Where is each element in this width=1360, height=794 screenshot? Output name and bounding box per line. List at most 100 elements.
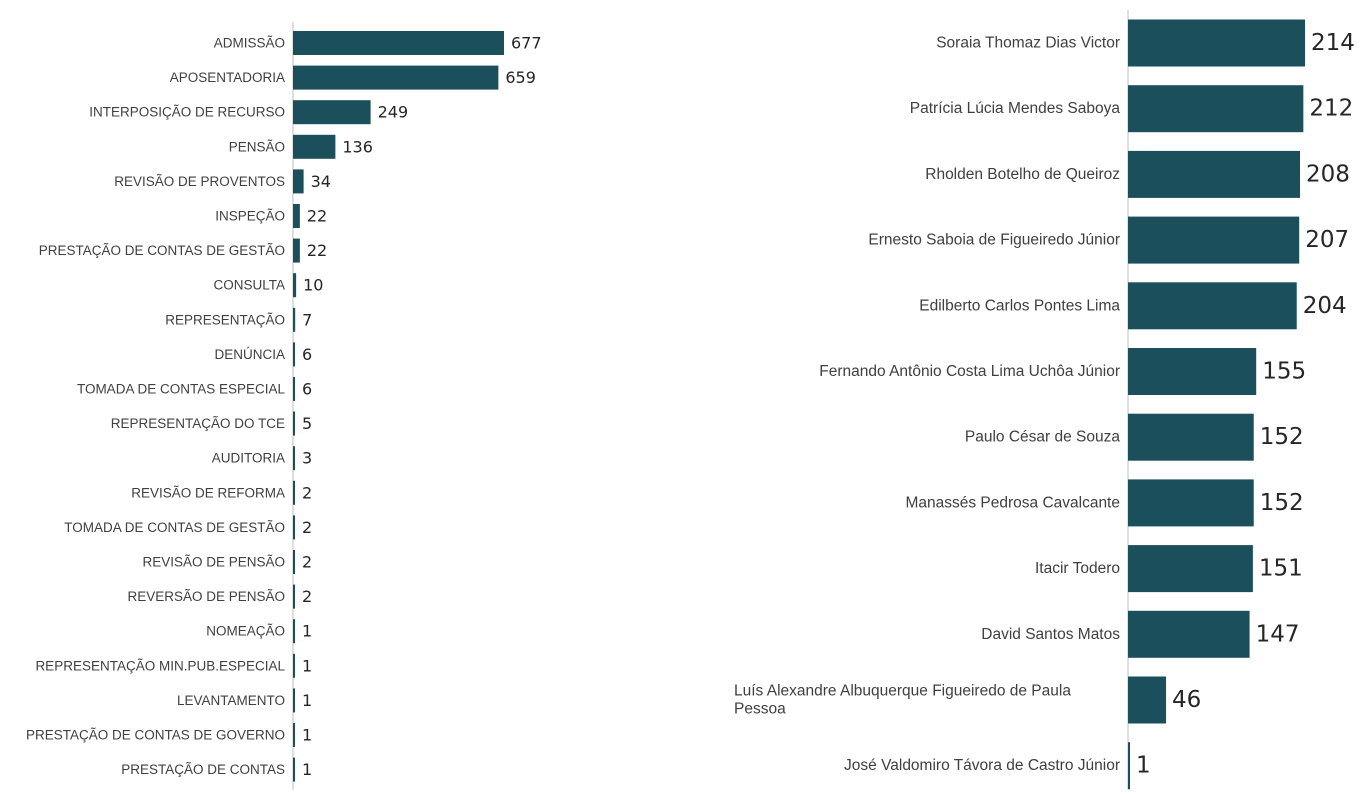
left-bar: [293, 377, 295, 401]
right-category-label: Edilberto Carlos Pontes Lima: [919, 297, 1120, 314]
left-category-label: DENÚNCIA: [214, 347, 285, 362]
left-bar: [293, 446, 295, 471]
left-value-label: 677: [511, 34, 542, 53]
left-bar: [293, 480, 295, 505]
right-bar: [1128, 348, 1257, 395]
left-category-label: REVERSÃO DE PENSÃO: [127, 589, 285, 604]
right-category-label: Rholden Botelho de Queiroz: [925, 166, 1120, 183]
left-category-label: AUDITORIA: [212, 451, 285, 466]
left-value-label: 22: [307, 207, 327, 226]
right-bar: [1128, 610, 1250, 658]
left-category-label: INTERPOSIÇÃO DE RECURSO: [89, 105, 285, 120]
left-value-label: 136: [342, 137, 373, 156]
right-value-label: 208: [1306, 161, 1350, 187]
left-category-label: PRESTAÇÃO DE CONTAS: [121, 762, 285, 777]
left-bar: [293, 204, 300, 228]
left-category-label: REPRESENTAÇÃO MIN.PUB.ESPECIAL: [35, 658, 285, 673]
left-value-label: 10: [303, 276, 323, 295]
left-value-label: 34: [311, 172, 331, 191]
right-category-label: Itacir Todero: [1035, 560, 1120, 577]
right-category-label: Luís Alexandre Albuquerque Figueiredo de…: [734, 683, 1071, 718]
left-value-label: 2: [302, 587, 312, 606]
right-value-label: 152: [1260, 490, 1304, 516]
right-bar: [1128, 19, 1305, 67]
right-category-label: Manassés Pedrosa Cavalcante: [905, 494, 1120, 511]
left-value-label: 7: [302, 310, 312, 329]
right-bar-chart: Soraia Thomaz Dias Victor 214 Patrícia Lúc…: [734, 10, 1355, 790]
left-bar: [293, 550, 295, 574]
right-bar: [1128, 742, 1130, 790]
left-value-label: 6: [302, 345, 312, 364]
left-value-label: 2: [302, 553, 312, 572]
right-value-label: 151: [1259, 556, 1303, 582]
left-value-label: 5: [302, 414, 312, 433]
right-value-label: 155: [1262, 359, 1306, 385]
right-value-label: 204: [1303, 293, 1347, 319]
right-value-label: 152: [1260, 424, 1304, 450]
left-category-label: TOMADA DE CONTAS ESPECIAL: [77, 382, 286, 397]
right-category-label: Soraia Thomaz Dias Victor: [936, 35, 1120, 52]
right-category-label: Paulo César de Souza: [965, 429, 1120, 446]
left-category-label: LEVANTAMENTO: [177, 693, 285, 708]
left-category-label: REVISÃO DE PENSÃO: [142, 555, 285, 570]
left-category-label: CONSULTA: [213, 278, 285, 293]
right-bar: [1128, 676, 1167, 724]
left-bar: [293, 342, 295, 367]
left-bar: [293, 688, 295, 713]
right-value-label: 1: [1136, 753, 1151, 779]
left-bar: [293, 411, 295, 436]
left-bar: [293, 515, 295, 540]
left-value-label: 2: [302, 518, 312, 537]
left-bar: [293, 584, 295, 609]
left-bar: [293, 757, 295, 782]
left-bar: [293, 238, 300, 263]
right-value-label: 212: [1309, 96, 1353, 122]
left-value-label: 6: [302, 380, 312, 399]
left-value-label: 1: [302, 726, 312, 745]
right-category-label: Fernando Antônio Costa Lima Uchôa Júnior: [819, 363, 1120, 380]
left-category-label: PENSÃO: [229, 139, 285, 154]
left-value-label: 1: [302, 622, 312, 641]
right-category-label: Patrícia Lúcia Mendes Saboya: [910, 100, 1121, 117]
left-bar: [293, 723, 295, 747]
left-bar: [293, 134, 336, 159]
right-value-label: 46: [1172, 687, 1201, 713]
left-bar: [293, 307, 296, 332]
left-bar: [293, 100, 371, 125]
right-bar: [1128, 216, 1300, 264]
left-bar: [293, 169, 304, 194]
left-category-label: PRESTAÇÃO DE CONTAS DE GOVERNO: [26, 728, 285, 743]
right-value-label: 207: [1305, 227, 1349, 253]
right-bar: [1128, 150, 1301, 198]
left-value-label: 1: [302, 760, 312, 779]
right-bar: [1128, 479, 1254, 527]
left-value-label: 1: [302, 656, 312, 675]
left-bar: [293, 653, 295, 678]
right-category-label: Ernesto Saboia de Figueiredo Júnior: [868, 232, 1120, 249]
right-category-label: David Santos Matos: [981, 626, 1120, 643]
right-category-label: José Valdomiro Távora de Castro Júnior: [844, 757, 1120, 774]
left-value-label: 1: [302, 691, 312, 710]
left-value-label: 3: [302, 449, 312, 468]
left-category-label: NOMEAÇÃO: [206, 624, 285, 639]
left-bar: [293, 619, 295, 644]
left-category-label: APOSENTADORIA: [170, 70, 285, 85]
left-bar: [293, 273, 297, 298]
left-category-label: REVISÃO DE REFORMA: [131, 485, 285, 500]
left-bar-chart: ADMISSÃO 677 APOSENTADORIA 659 INTERPOSIÇÃO …: [26, 22, 542, 790]
right-bar: [1128, 282, 1297, 330]
left-value-label: 249: [378, 103, 409, 122]
right-value-label: 214: [1311, 30, 1355, 56]
left-value-label: 22: [307, 241, 327, 260]
left-category-label: REVISÃO DE PROVENTOS: [114, 174, 285, 189]
left-value-label: 2: [302, 483, 312, 502]
right-bar: [1128, 545, 1253, 593]
left-category-label: REPRESENTAÇÃO: [165, 312, 285, 327]
left-category-label: TOMADA DE CONTAS DE GESTÃO: [64, 520, 285, 535]
left-value-label: 659: [505, 68, 536, 87]
right-bar: [1128, 85, 1304, 133]
right-value-label: 147: [1256, 621, 1300, 647]
left-category-label: ADMISSÃO: [214, 36, 285, 51]
left-category-label: PRESTAÇÃO DE CONTAS DE GESTÃO: [39, 243, 285, 258]
